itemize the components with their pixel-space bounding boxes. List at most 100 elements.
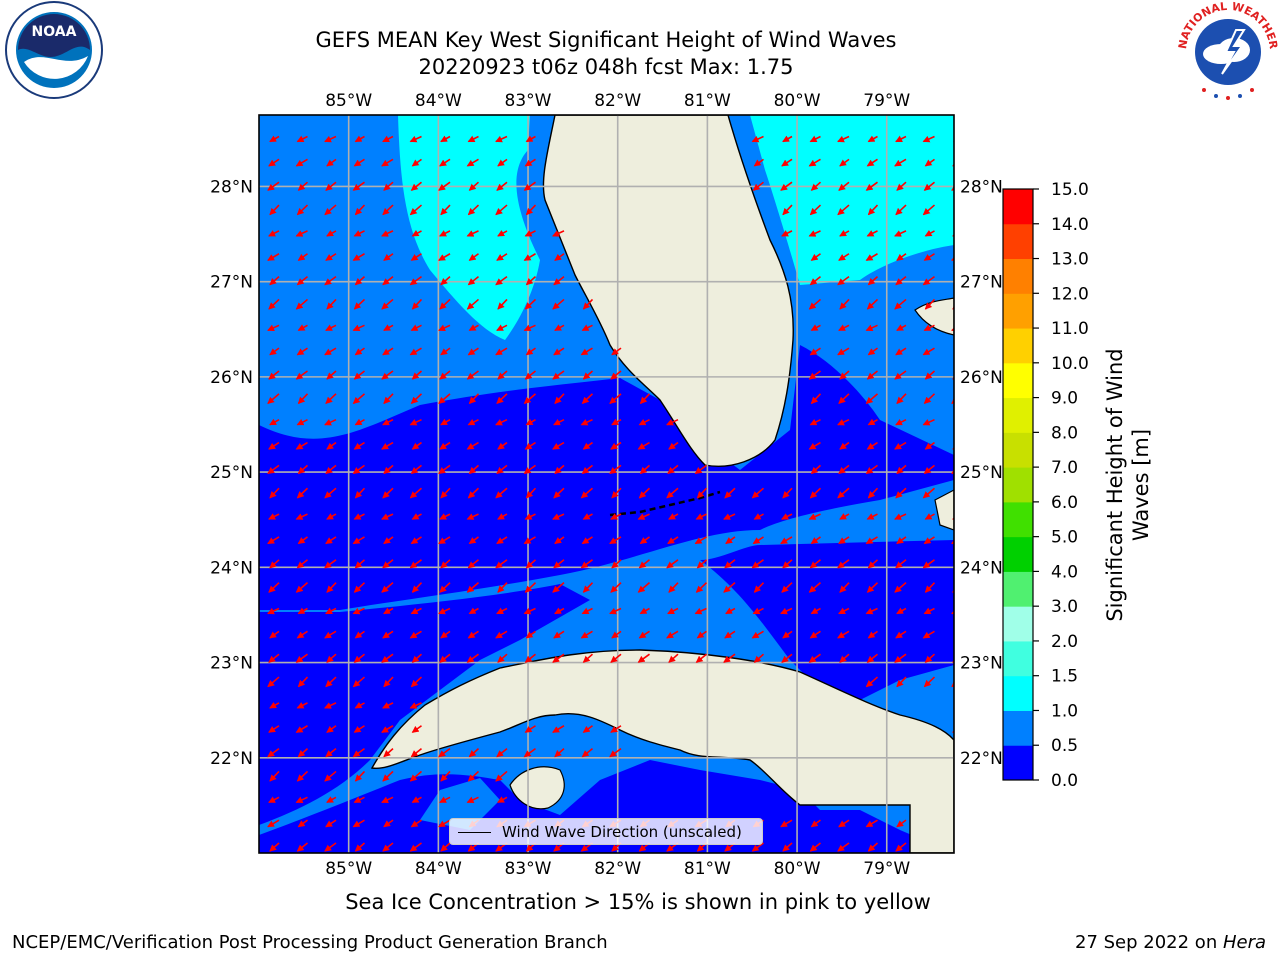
wind-wave-arrow xyxy=(354,701,365,709)
wind-wave-arrow xyxy=(497,796,508,803)
wind-wave-arrow xyxy=(411,653,423,663)
wind-wave-arrow xyxy=(324,204,337,216)
wind-wave-arrow xyxy=(438,819,451,828)
wind-wave-arrow xyxy=(440,418,451,426)
wave-band-0.5-1.0 xyxy=(420,778,500,830)
wind-wave-arrow xyxy=(695,582,708,593)
wind-wave-arrow xyxy=(267,747,280,758)
wind-wave-arrow xyxy=(894,370,907,380)
colorbar-tick-label: 10.0 xyxy=(1051,354,1089,374)
wind-wave-arrow xyxy=(924,441,935,450)
wind-wave-arrow xyxy=(383,819,394,828)
lat-tick-label-right: 28°N xyxy=(960,177,1003,197)
lon-tick-label-top: 80°W xyxy=(774,91,821,111)
wind-wave-arrow xyxy=(725,607,736,615)
wind-wave-arrow xyxy=(553,275,565,286)
wind-wave-arrow xyxy=(438,253,451,261)
wind-wave-arrow xyxy=(410,464,422,475)
wind-wave-arrow xyxy=(296,347,308,356)
florida-keys xyxy=(609,490,721,517)
wind-wave-arrow xyxy=(268,298,280,310)
wind-wave-arrow xyxy=(839,582,850,593)
wind-wave-arrow xyxy=(296,770,309,782)
wind-wave-arrow xyxy=(525,630,536,639)
lat-tick-label-left: 25°N xyxy=(210,463,253,483)
wind-wave-arrow xyxy=(523,464,536,475)
wind-wave-arrow xyxy=(324,275,337,286)
wind-wave-arrow xyxy=(867,135,878,143)
wind-wave-arrow xyxy=(838,607,850,615)
wind-wave-arrow xyxy=(866,370,878,380)
wind-wave-arrow xyxy=(895,630,907,639)
wind-wave-arrow xyxy=(324,770,337,782)
wind-wave-arrow xyxy=(837,204,850,216)
wind-wave-arrow xyxy=(295,158,308,167)
wind-wave-arrow xyxy=(524,298,537,310)
wind-wave-arrow xyxy=(896,536,907,545)
wind-wave-arrow xyxy=(894,441,907,450)
wind-wave-arrow xyxy=(409,559,422,569)
wind-wave-arrow xyxy=(610,653,622,663)
wind-wave-arrow xyxy=(352,464,365,475)
wind-wave-arrow xyxy=(838,324,850,332)
wind-wave-arrow xyxy=(554,607,565,615)
lon-tick-label-top: 84°W xyxy=(415,91,462,111)
wind-wave-arrow xyxy=(552,653,565,663)
wind-wave-arrow xyxy=(440,135,451,143)
wind-wave-arrow xyxy=(267,819,280,828)
wind-wave-arrow xyxy=(268,582,280,593)
wind-wave-arrow xyxy=(581,607,593,615)
wind-wave-arrow xyxy=(753,582,765,593)
wind-wave-arrow xyxy=(751,487,765,499)
wind-wave-arrow xyxy=(809,347,821,356)
wind-wave-arrow xyxy=(780,819,793,828)
wind-wave-arrow xyxy=(468,464,480,475)
wind-wave-arrow xyxy=(295,653,308,663)
wind-wave-arrow xyxy=(581,464,593,475)
wind-wave-arrow xyxy=(523,747,536,758)
wind-wave-arrow xyxy=(553,418,565,426)
wind-wave-arrow xyxy=(267,607,280,615)
wind-wave-arrow xyxy=(496,181,508,191)
wind-wave-arrow xyxy=(609,536,622,545)
wind-wave-arrow xyxy=(352,181,365,191)
wind-wave-arrow xyxy=(525,487,537,499)
wind-wave-arrow xyxy=(467,487,480,499)
land-bahamas xyxy=(934,489,954,531)
wind-wave-arrow xyxy=(354,559,366,569)
wind-wave-arrow xyxy=(268,653,280,663)
wind-wave-arrow xyxy=(269,559,280,569)
wind-wave-arrow xyxy=(896,464,907,475)
wind-wave-arrow xyxy=(296,418,308,426)
colorbar-segment xyxy=(1003,362,1033,399)
noaa-logo-icon: NOAA xyxy=(5,1,103,99)
wind-wave-arrow xyxy=(466,796,479,804)
wind-wave-arrow xyxy=(752,181,764,191)
wind-wave-arrow xyxy=(383,748,394,758)
legend-label: Wind Wave Direction (unscaled) xyxy=(502,823,742,841)
wind-wave-arrow xyxy=(867,559,879,569)
wind-wave-arrow xyxy=(410,747,422,758)
wind-wave-arrow xyxy=(552,370,565,380)
wind-wave-arrow xyxy=(410,676,423,688)
wind-wave-arrow xyxy=(781,582,793,593)
wind-wave-arrow xyxy=(411,158,422,167)
wind-wave-arrow xyxy=(838,393,850,405)
wind-wave-arrow xyxy=(382,204,394,216)
colorbar-tick-label: 15.0 xyxy=(1051,180,1089,200)
wind-wave-arrow xyxy=(440,770,451,782)
wind-wave-arrow xyxy=(497,229,508,237)
wind-wave-arrow xyxy=(523,324,536,332)
wind-wave-arrow xyxy=(553,347,565,356)
wave-band-1.0-1.5 xyxy=(398,115,540,340)
wind-wave-arrow xyxy=(297,253,308,261)
wind-wave-arrow xyxy=(268,725,280,733)
wind-wave-arrow xyxy=(497,441,508,450)
wind-wave-arrow xyxy=(839,513,850,520)
colorbar-segment xyxy=(1003,432,1033,468)
wind-wave-arrow xyxy=(495,204,508,216)
wind-wave-arrow xyxy=(552,513,565,520)
wind-wave-arrow xyxy=(695,653,707,663)
wind-wave-arrow xyxy=(295,725,308,733)
wind-wave-arrow xyxy=(326,229,337,237)
